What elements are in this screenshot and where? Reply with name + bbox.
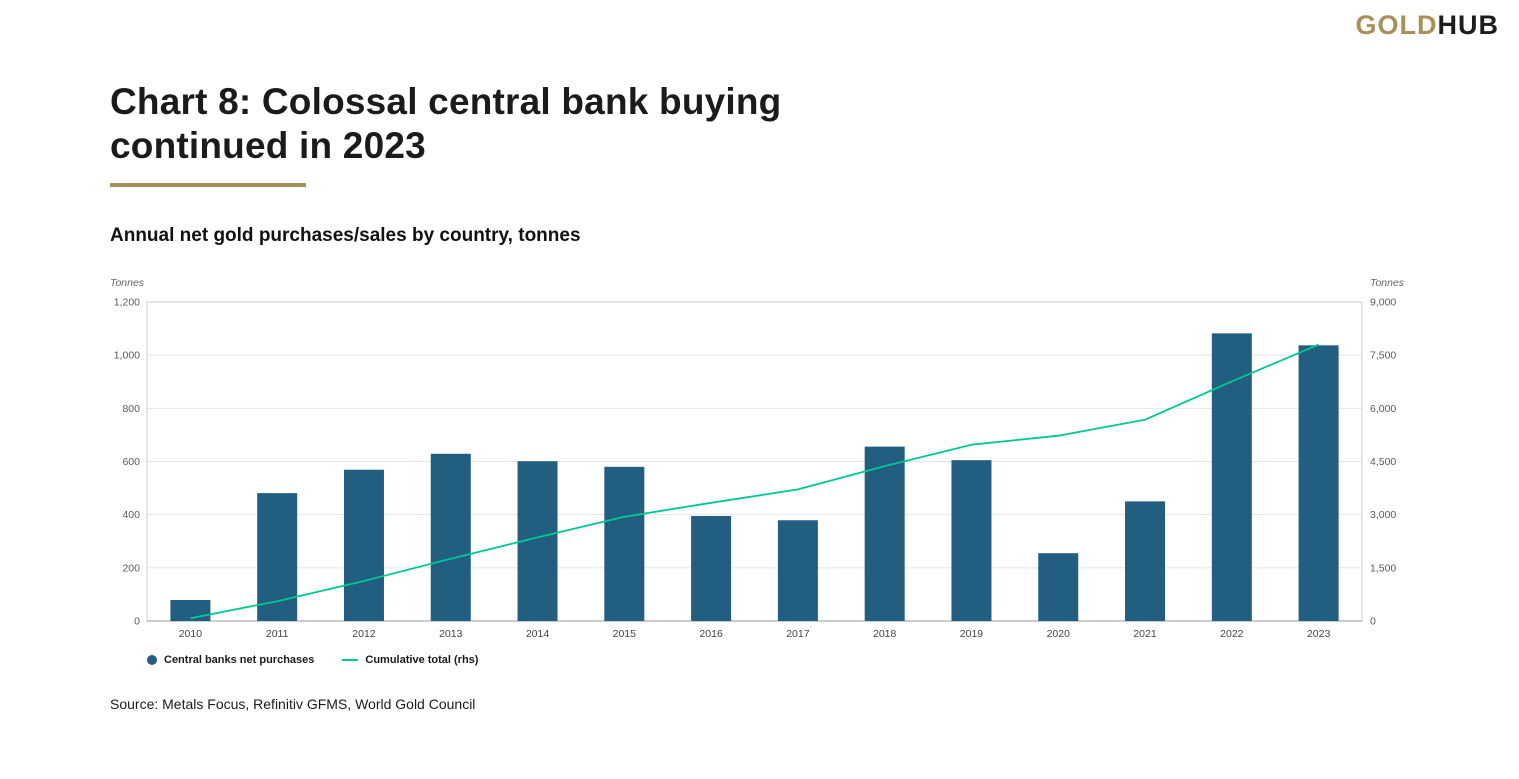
- chart-subtitle: Annual net gold purchases/sales by count…: [110, 225, 581, 247]
- x-label-2016: 2016: [699, 628, 723, 640]
- right-tick-label: 6,000: [1370, 403, 1396, 415]
- left-tick-label: 800: [122, 403, 140, 415]
- x-label-2015: 2015: [613, 628, 637, 640]
- left-tick-label: 200: [122, 563, 140, 575]
- x-label-2018: 2018: [873, 628, 897, 640]
- bar-2016[interactable]: [691, 516, 732, 622]
- left-axis-caption: Tonnes: [110, 277, 145, 289]
- left-tick-label: 600: [122, 456, 140, 468]
- left-tick-label: 1,000: [114, 350, 140, 362]
- chart-page: Chart 8: Colossal central bank buying co…: [110, 80, 1519, 713]
- title-underline: [110, 183, 306, 188]
- left-tick-label: 0: [134, 616, 140, 628]
- legend-item-cumulative[interactable]: Cumulative total (rhs): [342, 654, 478, 666]
- right-tick-label: 1,500: [1370, 563, 1396, 575]
- legend-item-net-purchases[interactable]: Central banks net purchases: [147, 654, 314, 666]
- bar-2017[interactable]: [777, 520, 818, 622]
- x-label-2019: 2019: [960, 628, 984, 640]
- legend-marker-line: [342, 659, 359, 662]
- legend-marker-circle: [147, 655, 157, 666]
- bar-2020[interactable]: [1038, 553, 1079, 622]
- goldhub-logo-gold: GOLD: [1355, 10, 1438, 40]
- bar-2022[interactable]: [1211, 333, 1252, 622]
- source-attribution: Source: Metals Focus, Refinitiv GFMS, Wo…: [110, 696, 476, 713]
- x-label-2022: 2022: [1220, 628, 1244, 640]
- page-title-line1: Chart 8: Colossal central bank buying: [110, 81, 782, 122]
- chart-legend: Central banks net purchases Cumulative t…: [147, 654, 1410, 666]
- right-axis-caption: Tonnes: [1370, 277, 1405, 289]
- x-label-2017: 2017: [786, 628, 810, 640]
- bar-2012[interactable]: [343, 470, 384, 622]
- bar-2018[interactable]: [864, 446, 905, 622]
- x-label-2010: 2010: [179, 628, 203, 640]
- x-label-2014: 2014: [526, 628, 550, 640]
- right-tick-label: 4,500: [1370, 456, 1396, 468]
- bar-2019[interactable]: [951, 460, 992, 622]
- right-tick-label: 0: [1370, 616, 1376, 628]
- left-tick-label: 400: [122, 509, 140, 521]
- left-tick-label: 1,200: [114, 297, 140, 309]
- annual-purchases-chart: Tonnes Tonnes 0 0 200 1,500 400 3,000 600 4,500 80…: [110, 277, 1405, 640]
- bar-2015[interactable]: [604, 467, 645, 622]
- right-tick-label: 9,000: [1370, 297, 1396, 309]
- x-label-2021: 2021: [1133, 628, 1157, 640]
- bar-2023[interactable]: [1298, 345, 1339, 622]
- page-title-line2: continued in 2023: [110, 124, 426, 166]
- x-label-2013: 2013: [439, 628, 463, 640]
- bar-2013[interactable]: [430, 454, 471, 622]
- x-label-2011: 2011: [266, 628, 289, 640]
- bar-2021[interactable]: [1125, 501, 1166, 622]
- x-label-2012: 2012: [352, 628, 376, 640]
- bar-2011[interactable]: [257, 493, 298, 622]
- x-label-2020: 2020: [1047, 628, 1071, 640]
- x-label-2023: 2023: [1307, 628, 1331, 640]
- goldhub-logo: GOLDHUB: [1356, 10, 1500, 41]
- legend-label-cumulative: Cumulative total (rhs): [365, 654, 479, 667]
- legend-label-net-purchases: Central banks net purchases: [164, 654, 315, 667]
- right-tick-label: 7,500: [1370, 350, 1396, 362]
- chart-area: Tonnes Tonnes 0 0 200 1,500 400 3,000 600 4,500 80…: [110, 275, 1410, 666]
- page-title: Chart 8: Colossal central bank buying co…: [110, 80, 1519, 167]
- right-tick-label: 3,000: [1370, 509, 1396, 521]
- goldhub-logo-hub: HUB: [1437, 10, 1499, 40]
- cumulative-total-line[interactable]: [190, 344, 1319, 620]
